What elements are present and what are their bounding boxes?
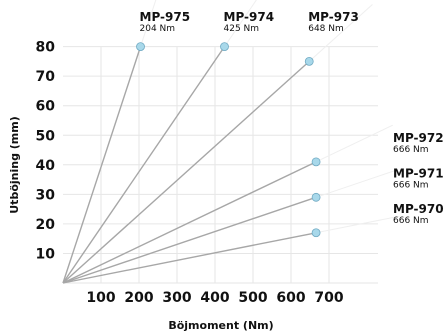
series-label-mp-970: MP-970 [393,202,444,216]
x-tick-label-500: 500 [238,290,267,306]
series-torque-mp-974: 425 Nm [224,24,260,34]
x-axis-title: Böjmoment (Nm) [168,319,273,332]
series-line-mp-975 [62,46,142,284]
series-line-mp-974 [62,46,226,284]
data-point-mp-971 [311,192,321,202]
x-tick-label-300: 300 [162,290,191,306]
x-tick-label-700: 700 [314,290,343,306]
series-torque-mp-972: 666 Nm [393,145,429,155]
series-label-mp-972: MP-972 [393,131,444,145]
series-line-mp-970 [62,232,317,284]
data-point-mp-973 [304,56,314,66]
y-axis-title: Utböjning (mm) [8,116,21,214]
series-line-mp-973 [62,60,310,284]
y-tick-label-80: 80 [36,40,56,56]
series-lines [62,46,317,284]
series-line-mp-972 [62,161,317,284]
x-tick-label-200: 200 [124,290,153,306]
y-tick-label-60: 60 [36,99,56,115]
series-torque-mp-975: 204 Nm [140,24,176,34]
y-tick-label-30: 30 [36,187,56,203]
series-extension-mp-974 [224,0,257,47]
series-extension-mp-970 [315,215,400,234]
series-extension-mp-972 [315,124,393,163]
series-line-mp-971 [62,196,317,284]
series-label-mp-974: MP-974 [224,10,275,24]
x-tick-label-600: 600 [276,290,305,306]
y-tick-label-70: 70 [36,69,56,85]
y-tick-label-10: 10 [36,246,56,262]
series-extension-mp-975 [140,0,157,47]
y-tick-labels: 10 20 30 40 50 60 70 80 [36,40,56,263]
data-point-mp-974 [220,42,229,51]
x-tick-labels: 100 200 300 400 500 600 700 [86,290,343,306]
data-point-mp-972 [311,157,321,167]
series-label-mp-975: MP-975 [140,10,191,24]
y-tick-label-20: 20 [36,217,56,233]
data-point-mp-975 [136,42,145,51]
y-tick-label-50: 50 [36,128,56,144]
series-extension-mp-971 [315,169,397,198]
line-extensions [140,0,400,234]
data-point-mp-970 [311,228,321,238]
y-tick-label-40: 40 [36,158,56,174]
series-label-mp-971: MP-971 [393,166,444,180]
x-tick-label-100: 100 [86,290,115,306]
series-markers [136,42,321,238]
series-label-mp-973: MP-973 [308,10,359,24]
series-extension-mp-973 [308,4,373,62]
series-torque-mp-971: 666 Nm [393,180,429,190]
x-tick-label-400: 400 [200,290,229,306]
series-torque-mp-973: 648 Nm [308,24,344,34]
grid [63,46,378,284]
series-torque-mp-970: 666 Nm [393,216,429,226]
